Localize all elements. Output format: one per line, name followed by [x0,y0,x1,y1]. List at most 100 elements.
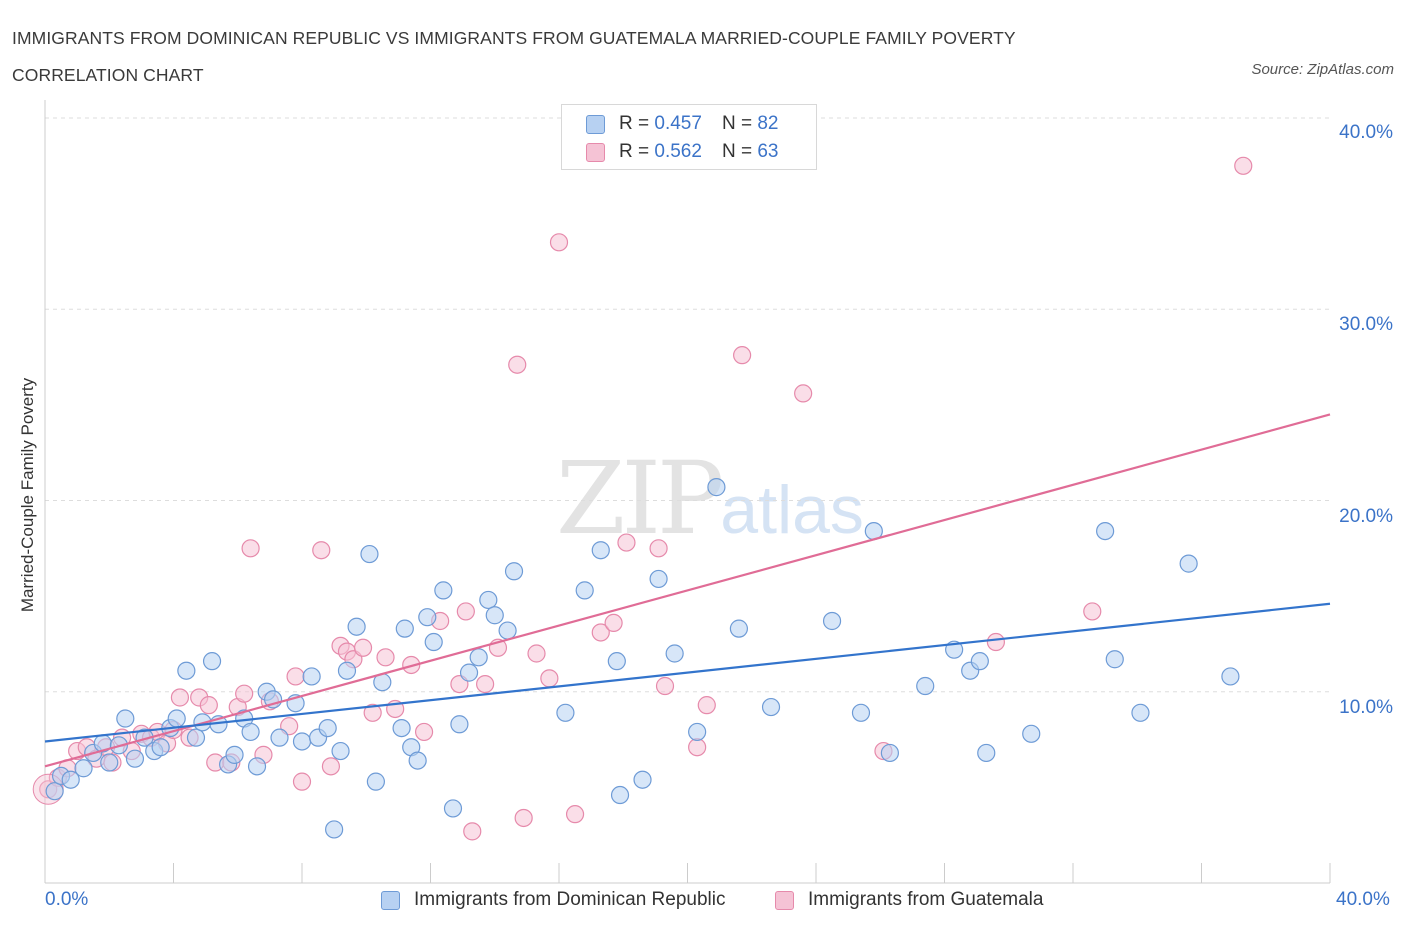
data-point [202,652,222,671]
data-point [321,757,341,776]
data-point [469,648,488,667]
data-point [331,741,350,761]
data-point [1131,703,1150,722]
x-tick-label-min: 0.0% [45,889,89,910]
blue-swatch-icon [381,890,400,910]
data-point [591,541,610,560]
data-point [880,743,899,763]
data-point [392,718,411,738]
guatemala-trend-line [44,413,1331,768]
legend-item-guatemala[interactable]: Immigrants from Guatemala [775,889,1043,911]
data-point [575,581,594,600]
data-point [504,562,524,581]
data-point [697,696,716,715]
data-point [463,822,482,841]
data-point [1105,650,1124,669]
data-point [418,608,437,627]
data-point [100,753,119,772]
data-point [508,355,527,374]
data-point [199,696,218,715]
legend-r-value: 0.457 [654,113,702,134]
trend-lines [44,413,1331,768]
data-point [794,384,813,403]
data-point [225,745,244,764]
watermark-zip: ZIP [556,440,724,557]
data-point [424,632,443,652]
data-point [170,688,190,707]
data-point [540,669,559,688]
dominican-trend-line [44,602,1331,743]
y-tick-label-10: 10.0% [1339,697,1393,718]
data-point [186,728,206,747]
legend-item-label: Immigrants from Dominican Republic [414,889,726,910]
pink-swatch-icon [586,142,605,162]
data-point [443,799,463,818]
grid-lines [45,117,1330,693]
data-point [649,539,668,558]
y-tick-label-30: 30.0% [1339,314,1393,335]
data-point [450,715,469,734]
data-point [822,611,842,631]
chart-title-line-1: IMMIGRANTS FROM DOMINICAN REPUBLIC VS IM… [12,28,1016,48]
data-point [434,581,453,600]
data-point [607,652,626,671]
data-point [1221,667,1240,686]
data-point [363,703,382,722]
data-point [617,533,636,552]
data-point [414,722,434,742]
data-point [485,606,504,625]
data-point [366,772,385,791]
data-point [1096,521,1115,541]
x-tick-label-max: 40.0% [1336,889,1390,910]
data-point [761,697,781,717]
data-point [116,709,135,728]
data-point [151,738,170,757]
data-point [302,667,321,686]
legend-n-value: 82 [757,113,779,134]
legend-n-value: 63 [757,141,779,162]
y-axis-title: Married-Couple Family Poverty [18,377,37,613]
legend-r-label: R = [619,113,650,134]
blue-swatch-icon [586,114,605,134]
data-point [286,667,305,686]
source-label: Source: ZipAtlas.com [1251,61,1394,78]
data-point [167,709,186,728]
data-point [1083,602,1102,621]
data-point [292,732,312,751]
legend-row-guatemala: R = 0.562 N = 63 [586,141,778,163]
stats-legend: R = 0.457 N = 82 R = 0.562 N = 63 [561,104,817,170]
dominican-points [45,478,1240,839]
data-point [970,652,989,671]
data-point [270,728,289,747]
data-point [604,613,623,633]
data-point [247,757,267,776]
legend-n-label: N = [721,141,753,162]
chart-title: IMMIGRANTS FROM DOMINICAN REPUBLIC VS IM… [12,20,1016,94]
y-tick-label-20: 20.0% [1339,506,1393,527]
data-point [376,648,395,667]
data-point [688,738,707,757]
legend-n-label: N = [721,113,753,134]
data-point [459,663,479,682]
data-point [325,820,344,839]
data-point [707,478,726,497]
watermark-atlas: atlas [720,472,864,548]
data-point [916,676,935,696]
data-point [565,805,585,824]
watermark: ZIPatlas [556,440,864,557]
data-point [633,770,652,789]
data-point [549,233,569,252]
data-point [514,808,533,828]
data-point [977,743,996,763]
legend-item-dominican[interactable]: Immigrants from Dominican Republic [381,889,726,911]
data-point [476,674,495,694]
data-point [456,602,475,621]
data-point [556,703,575,722]
data-point [479,590,498,610]
data-point [241,722,260,742]
guatemala-points [32,156,1253,841]
data-point [177,661,196,680]
data-point [733,346,752,365]
data-point [986,632,1006,652]
